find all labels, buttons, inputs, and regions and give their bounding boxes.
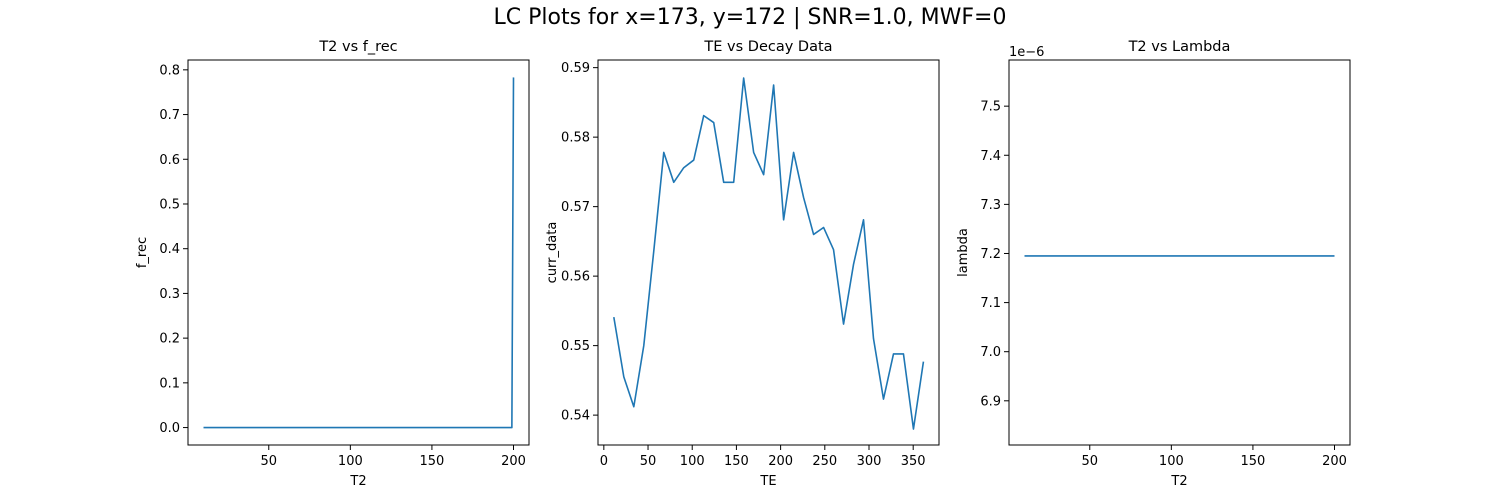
y-tick-label: 0.57 <box>561 200 590 215</box>
y-tick-label: 0.58 <box>561 131 590 146</box>
x-tick-label: 100 <box>338 454 363 469</box>
y-tick-label: 0.6 <box>159 153 180 168</box>
y-tick-label: 0.1 <box>159 376 180 391</box>
subplot-3: T2 vs Lambda 50 100 150 200 6.9 7.0 7.1 7.2 7.3 7.… <box>956 39 1351 489</box>
y-tick-label: 0.7 <box>159 108 180 123</box>
y-tick-label: 0.2 <box>159 332 180 347</box>
y-tick-label: 0.0 <box>159 421 180 436</box>
x-tick-label: 300 <box>857 454 882 469</box>
x-axis-label: T2 <box>1170 474 1187 489</box>
y-tick-label: 7.2 <box>980 247 1001 262</box>
x-axis-label: T2 <box>349 474 366 489</box>
axes-frame <box>1008 59 1351 446</box>
y-tick-label: 0.5 <box>159 197 180 212</box>
x-tick-label: 100 <box>1159 454 1184 469</box>
y-tick-label: 0.3 <box>159 287 180 302</box>
x-tick-label: 200 <box>768 454 793 469</box>
x-tick-label: 50 <box>260 454 277 469</box>
y-tick-label: 7.5 <box>980 100 1001 115</box>
axes-frame <box>187 59 530 446</box>
y-offset-text: 1e−6 <box>1009 45 1044 60</box>
x-axis-label: TE <box>759 474 776 489</box>
axes-frame <box>597 59 940 446</box>
y-tick-label: 6.9 <box>980 394 1001 409</box>
subplot-title: T2 vs Lambda <box>1128 39 1231 55</box>
series-line <box>613 77 925 430</box>
subplot-title: TE vs Decay Data <box>703 39 832 55</box>
x-tick-label: 200 <box>501 454 526 469</box>
x-tick-label: 200 <box>1322 454 1347 469</box>
y-tick-label: 0.55 <box>561 339 590 354</box>
subplot-title: T2 vs f_rec <box>318 39 397 55</box>
y-axis-label: lambda <box>956 228 971 277</box>
subplot-1: T2 vs f_rec 50 100 150 200 0.0 0.1 0.2 0.3 0.4 0.5… <box>135 39 530 489</box>
x-tick-label: 350 <box>901 454 926 469</box>
y-tick-label: 0.59 <box>561 61 590 76</box>
subplot-2: TE vs Decay Data 0 50 100 150 200 250 300 350 0.5… <box>545 39 940 489</box>
x-tick-label: 250 <box>812 454 837 469</box>
x-tick-label: 0 <box>600 454 608 469</box>
y-tick-label: 7.0 <box>980 345 1001 360</box>
subplots-group: T2 vs f_rec 50 100 150 200 0.0 0.1 0.2 0.3 0.4 0.5… <box>135 39 1351 489</box>
y-tick-label: 0.8 <box>159 63 180 78</box>
y-tick-label: 7.3 <box>980 198 1001 213</box>
y-tick-label: 0.54 <box>561 409 590 424</box>
x-tick-label: 50 <box>1081 454 1098 469</box>
y-axis-label: curr_data <box>545 222 560 284</box>
x-tick-label: 150 <box>724 454 749 469</box>
y-axis-label: f_rec <box>135 237 150 268</box>
figure-suptitle: LC Plots for x=173, y=172 | SNR=1.0, MWF… <box>493 5 1007 30</box>
y-tick-label: 0.56 <box>561 270 590 285</box>
x-tick-label: 100 <box>680 454 705 469</box>
y-tick-label: 7.1 <box>980 296 1001 311</box>
y-tick-label: 0.4 <box>159 242 180 257</box>
x-tick-label: 150 <box>420 454 445 469</box>
y-tick-label: 7.4 <box>980 149 1001 164</box>
x-tick-label: 50 <box>640 454 657 469</box>
series-line <box>203 77 515 429</box>
x-tick-label: 150 <box>1241 454 1266 469</box>
